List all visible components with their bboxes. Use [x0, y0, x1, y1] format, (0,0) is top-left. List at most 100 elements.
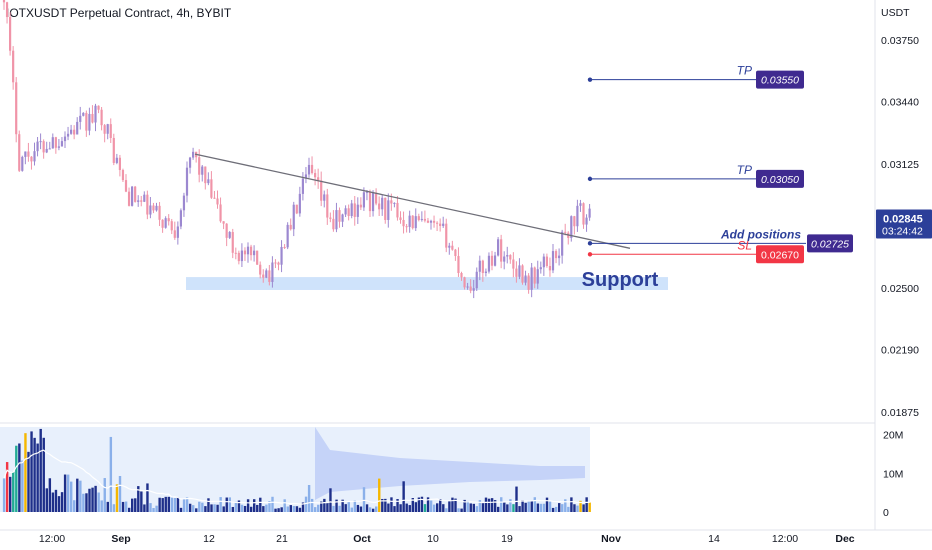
- candle-body: [204, 166, 207, 184]
- candle-body: [439, 223, 442, 226]
- candle-body: [353, 203, 356, 217]
- volume-bar: [207, 498, 210, 512]
- candle-body: [484, 271, 487, 273]
- support-zone: [186, 277, 668, 290]
- volume-bar: [503, 501, 506, 512]
- candle-body: [371, 192, 375, 212]
- candle-body: [198, 157, 201, 175]
- volume-bar: [201, 502, 204, 512]
- volume-tick-label: 0: [883, 507, 889, 519]
- volume-bar: [359, 506, 363, 512]
- volume-bar: [469, 503, 472, 512]
- volume-bar: [298, 507, 302, 512]
- candle-body: [152, 205, 155, 211]
- tp1-dot[interactable]: [587, 77, 593, 82]
- candle-body: [500, 239, 503, 262]
- candle-body: [554, 251, 558, 259]
- volume-bar: [484, 497, 488, 512]
- candle-body: [469, 286, 472, 291]
- sl-dot[interactable]: [587, 252, 593, 257]
- volume-bar: [579, 500, 582, 512]
- candle-body: [45, 148, 48, 153]
- volume-bar: [551, 507, 555, 512]
- candle-body: [60, 141, 64, 147]
- candle-body: [249, 246, 253, 256]
- volume-bar: [466, 500, 469, 512]
- volume-bar: [481, 502, 485, 512]
- volume-bar: [317, 504, 320, 512]
- chart-title: IOTXUSDT Perpetual Contract, 4h, BYBIT: [6, 6, 232, 20]
- candle-body: [548, 266, 552, 271]
- candle-body: [506, 255, 509, 257]
- volume-bar: [533, 497, 536, 512]
- entry-dot[interactable]: [587, 241, 593, 246]
- candle-body: [359, 204, 362, 208]
- candle-body: [518, 265, 521, 277]
- candle-body: [539, 267, 542, 270]
- volume-bar: [536, 503, 540, 512]
- volume-bar: [48, 478, 52, 512]
- candle-body: [21, 156, 24, 171]
- candle-body: [579, 203, 582, 206]
- volume-bar: [9, 476, 12, 512]
- volume-bar: [530, 500, 533, 512]
- volume-bar: [432, 504, 436, 512]
- time-axis[interactable]: 12:00 Sep 12 21 Oct 10 19 Nov 14 12:00 Dec: [39, 533, 855, 545]
- volume-bar: [243, 505, 247, 512]
- volume-bar: [88, 488, 91, 512]
- volume-bar: [463, 499, 466, 512]
- volume-bar: [103, 478, 106, 512]
- volume-bar: [51, 492, 55, 512]
- volume-bar: [384, 498, 387, 512]
- candle-body: [124, 180, 128, 192]
- volume-bar: [585, 497, 588, 512]
- candle-body: [387, 200, 390, 220]
- candle-body: [18, 134, 21, 171]
- volume-bar: [246, 499, 250, 512]
- volume-bar: [70, 481, 73, 512]
- candle-body: [5, 2, 9, 18]
- volume-axis[interactable]: 0 10M 20M: [883, 430, 903, 519]
- candle-body: [323, 194, 326, 201]
- volume-bar: [82, 493, 85, 512]
- volume-bar: [33, 437, 36, 512]
- candle-body: [497, 239, 500, 256]
- price-axis[interactable]: 0.03750 0.03440 0.03125 0.02500 0.02190 0.018…: [881, 35, 919, 419]
- volume-bar: [140, 491, 143, 512]
- candle-body: [576, 205, 579, 227]
- volume-bar: [353, 500, 357, 512]
- candle-body: [112, 137, 115, 163]
- candle-body: [262, 274, 265, 278]
- candle-body: [310, 164, 314, 173]
- trendline[interactable]: [194, 153, 631, 249]
- volume-bar: [515, 486, 518, 512]
- candle-body: [448, 245, 451, 248]
- volume-bar: [411, 498, 414, 512]
- candle-body: [381, 197, 384, 210]
- candle-body: [405, 226, 408, 228]
- candle-body: [362, 192, 365, 208]
- volume-bar: [436, 503, 439, 512]
- tp2-price-tag: 0.03050: [761, 174, 799, 186]
- volume-bar: [295, 506, 299, 512]
- candle-body: [423, 218, 426, 221]
- candle-body: [149, 205, 152, 215]
- volume-bar: [185, 497, 189, 512]
- sl-price-tag-bg: [756, 245, 804, 264]
- entry-label: Add positions: [720, 227, 801, 241]
- time-tick-label: 12:00: [772, 533, 798, 545]
- candle-body: [472, 288, 475, 291]
- volume-bar: [323, 498, 326, 512]
- volume-bar: [39, 428, 42, 512]
- candle-body: [2, 0, 6, 3]
- volume-bar: [146, 483, 149, 512]
- volume-bar: [457, 508, 460, 512]
- tp2-dot[interactable]: [587, 176, 593, 182]
- time-tick-label: 12:00: [39, 533, 65, 545]
- candle-body: [399, 217, 402, 220]
- candle-body: [536, 269, 539, 284]
- volume-bar: [249, 506, 253, 512]
- volume-bar: [231, 506, 235, 512]
- candle-body: [335, 210, 338, 230]
